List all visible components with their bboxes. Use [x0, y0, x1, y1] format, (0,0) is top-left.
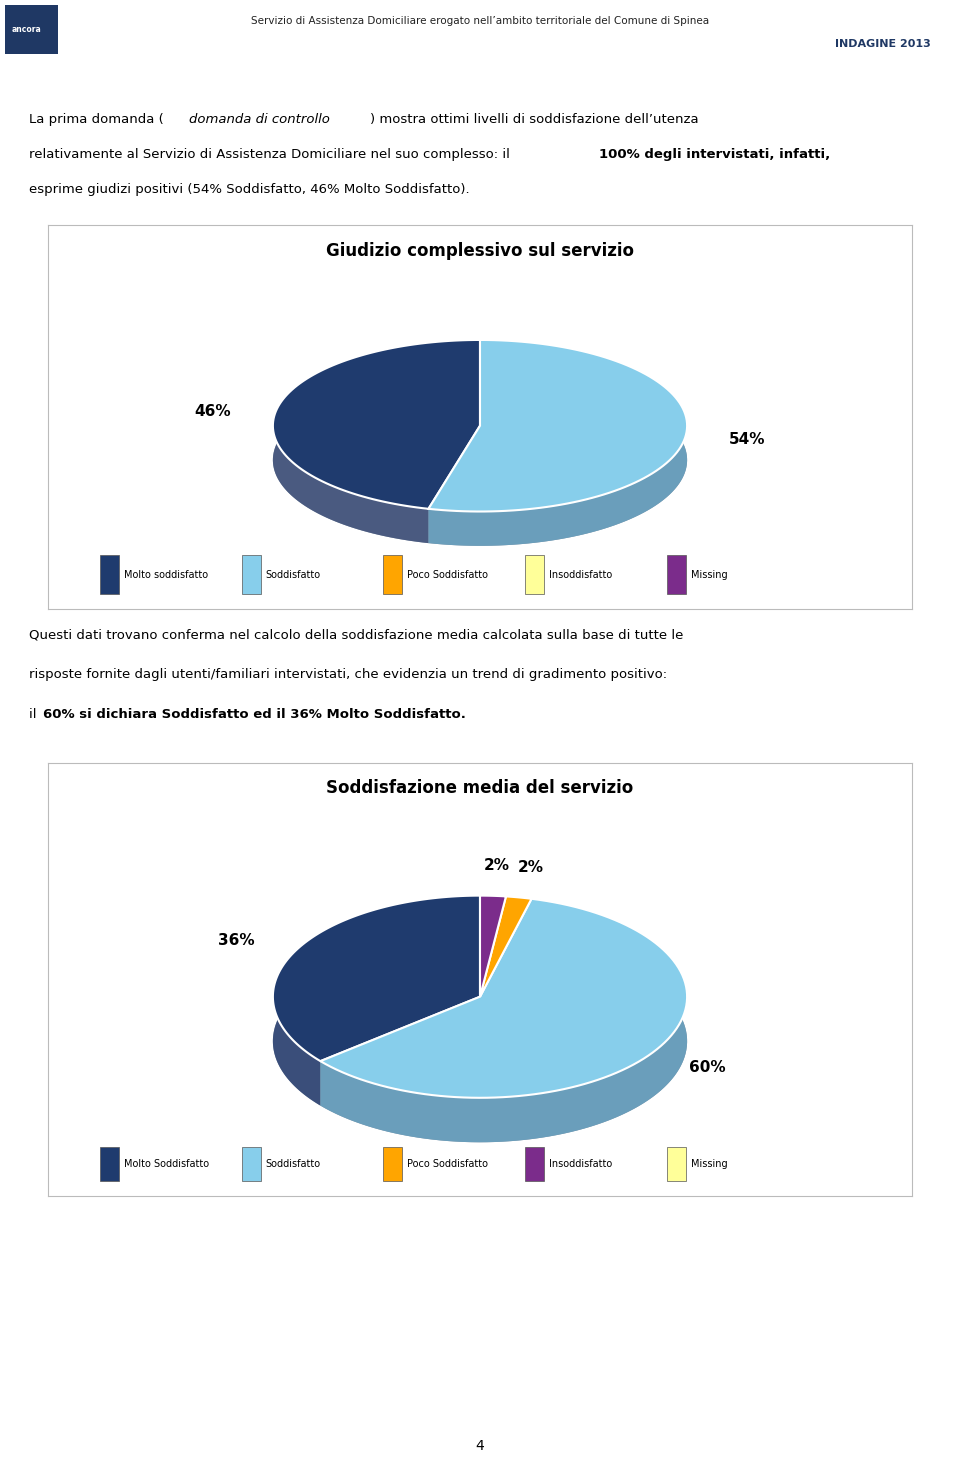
- Bar: [525, 1147, 544, 1182]
- Text: Giudizio complessivo sul servizio: Giudizio complessivo sul servizio: [326, 242, 634, 260]
- Bar: [666, 555, 685, 595]
- Text: Insoddisfatto: Insoddisfatto: [549, 570, 612, 580]
- Text: esprime giudizi positivi (54% Soddisfatto, 46% Molto Soddisfatto).: esprime giudizi positivi (54% Soddisfatt…: [29, 184, 469, 195]
- Text: il: il: [29, 708, 40, 721]
- Polygon shape: [273, 895, 480, 1105]
- Text: Soddisfatto: Soddisfatto: [266, 570, 321, 580]
- Text: INDAGINE 2013: INDAGINE 2013: [835, 40, 931, 48]
- Text: Questi dati trovano conferma nel calcolo della soddisfazione media calcolata sul: Questi dati trovano conferma nel calcolo…: [29, 628, 684, 642]
- Polygon shape: [273, 341, 480, 543]
- Bar: [5, 4, 58, 54]
- Bar: [242, 1147, 260, 1182]
- Polygon shape: [321, 898, 687, 1142]
- Text: La prima domanda (: La prima domanda (: [29, 113, 163, 126]
- Text: Missing: Missing: [691, 570, 728, 580]
- Polygon shape: [506, 897, 532, 944]
- Text: 54%: 54%: [729, 432, 765, 448]
- Polygon shape: [480, 895, 506, 941]
- Polygon shape: [273, 940, 687, 1142]
- Bar: [666, 1147, 685, 1182]
- Bar: [242, 555, 260, 595]
- Text: domanda di controllo: domanda di controllo: [189, 113, 330, 126]
- Polygon shape: [273, 341, 480, 509]
- Text: Poco Soddisfatto: Poco Soddisfatto: [407, 1158, 489, 1169]
- Text: risposte fornite dagli utenti/familiari intervistati, che evidenzia un trend di : risposte fornite dagli utenti/familiari …: [29, 668, 671, 681]
- Text: 4: 4: [475, 1439, 485, 1453]
- Text: Soddisfatto: Soddisfatto: [266, 1158, 321, 1169]
- Text: 2%: 2%: [517, 860, 543, 875]
- Text: 46%: 46%: [195, 404, 231, 420]
- Bar: [383, 1147, 402, 1182]
- Text: relativamente al Servizio di Assistenza Domiciliare nel suo complesso: il: relativamente al Servizio di Assistenza …: [29, 148, 514, 161]
- Polygon shape: [480, 897, 532, 997]
- Text: 60%: 60%: [689, 1060, 726, 1075]
- Polygon shape: [428, 341, 687, 511]
- Text: ) mostra ottimi livelli di soddisfazione dell’utenza: ) mostra ottimi livelli di soddisfazione…: [370, 113, 699, 126]
- Bar: [100, 555, 119, 595]
- Text: Servizio di Assistenza Domiciliare erogato nell’ambito territoriale del Comune d: Servizio di Assistenza Domiciliare eroga…: [251, 16, 709, 25]
- Bar: [525, 555, 544, 595]
- Text: 2%: 2%: [484, 857, 510, 873]
- Polygon shape: [428, 341, 687, 546]
- Text: Missing: Missing: [691, 1158, 728, 1169]
- Bar: [383, 555, 402, 595]
- Polygon shape: [273, 374, 687, 546]
- Text: Soddisfazione media del servizio: Soddisfazione media del servizio: [326, 778, 634, 797]
- Text: Poco Soddisfatto: Poco Soddisfatto: [407, 570, 489, 580]
- Text: 36%: 36%: [218, 934, 254, 948]
- Bar: [100, 1147, 119, 1182]
- Text: ancora: ancora: [12, 25, 41, 34]
- Text: Molto soddisfatto: Molto soddisfatto: [124, 570, 208, 580]
- Text: Molto Soddisfatto: Molto Soddisfatto: [124, 1158, 209, 1169]
- Text: VALUTAZIONE COMPLESSIVA DEL LIVELLO DI SODDISFAZIONE: VALUTAZIONE COMPLESSIVA DEL LIVELLO DI S…: [252, 78, 708, 90]
- Polygon shape: [480, 895, 506, 997]
- Text: 60% si dichiara Soddisfatto ed il 36% Molto Soddisfatto.: 60% si dichiara Soddisfatto ed il 36% Mo…: [43, 708, 467, 721]
- Text: 100% degli intervistati, infatti,: 100% degli intervistati, infatti,: [599, 148, 830, 161]
- Text: Insoddisfatto: Insoddisfatto: [549, 1158, 612, 1169]
- Polygon shape: [321, 898, 687, 1098]
- Polygon shape: [273, 895, 480, 1061]
